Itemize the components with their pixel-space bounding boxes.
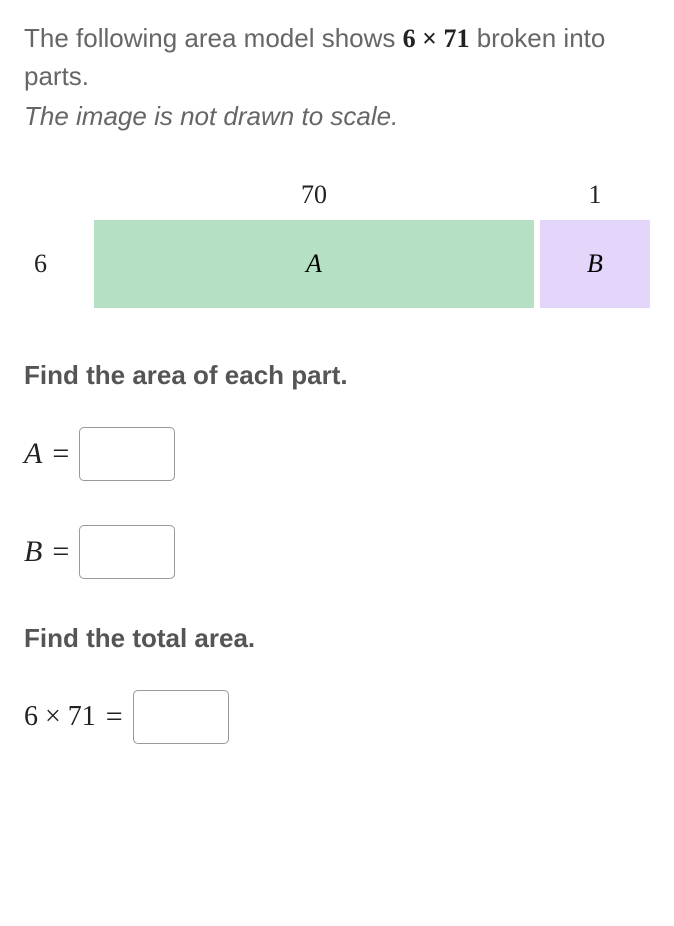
equation-total-row: 6 × 71 =: [24, 690, 650, 744]
equation-b-equals: =: [52, 535, 69, 569]
area-box-b: B: [540, 220, 650, 308]
answer-input-b[interactable]: [79, 525, 175, 579]
top-labels-row: 70 1: [94, 180, 650, 210]
section-find-total: Find the total area.: [24, 623, 650, 654]
answer-input-total[interactable]: [133, 690, 229, 744]
area-box-a: A: [94, 220, 534, 308]
col-b-width-label: 1: [540, 180, 650, 210]
equation-total-lhs: 6 × 71: [24, 701, 96, 733]
col-a-width-label: 70: [94, 180, 534, 210]
equation-b-label: B: [24, 535, 42, 569]
equation-b-row: B =: [24, 525, 650, 579]
area-box-a-label: A: [306, 249, 322, 279]
intro-prefix: The following area model shows: [24, 23, 403, 53]
equation-a-label: A: [24, 437, 42, 471]
answer-input-a[interactable]: [79, 427, 175, 481]
equation-a-row: A =: [24, 427, 650, 481]
diagram-row: 6 A B: [24, 220, 650, 308]
equation-total-equals: =: [106, 700, 123, 734]
area-box-b-label: B: [587, 249, 603, 279]
row-height-label: 6: [24, 249, 94, 279]
equation-a-equals: =: [52, 437, 69, 471]
var-a: A: [24, 437, 42, 470]
var-b: B: [24, 535, 42, 568]
intro-expression: 6 × 71: [403, 24, 470, 53]
section-find-parts: Find the area of each part.: [24, 360, 650, 391]
scale-note: The image is not drawn to scale.: [24, 101, 650, 132]
area-model-diagram: 70 1 6 A B: [24, 180, 650, 308]
intro-text: The following area model shows 6 × 71 br…: [24, 20, 650, 95]
